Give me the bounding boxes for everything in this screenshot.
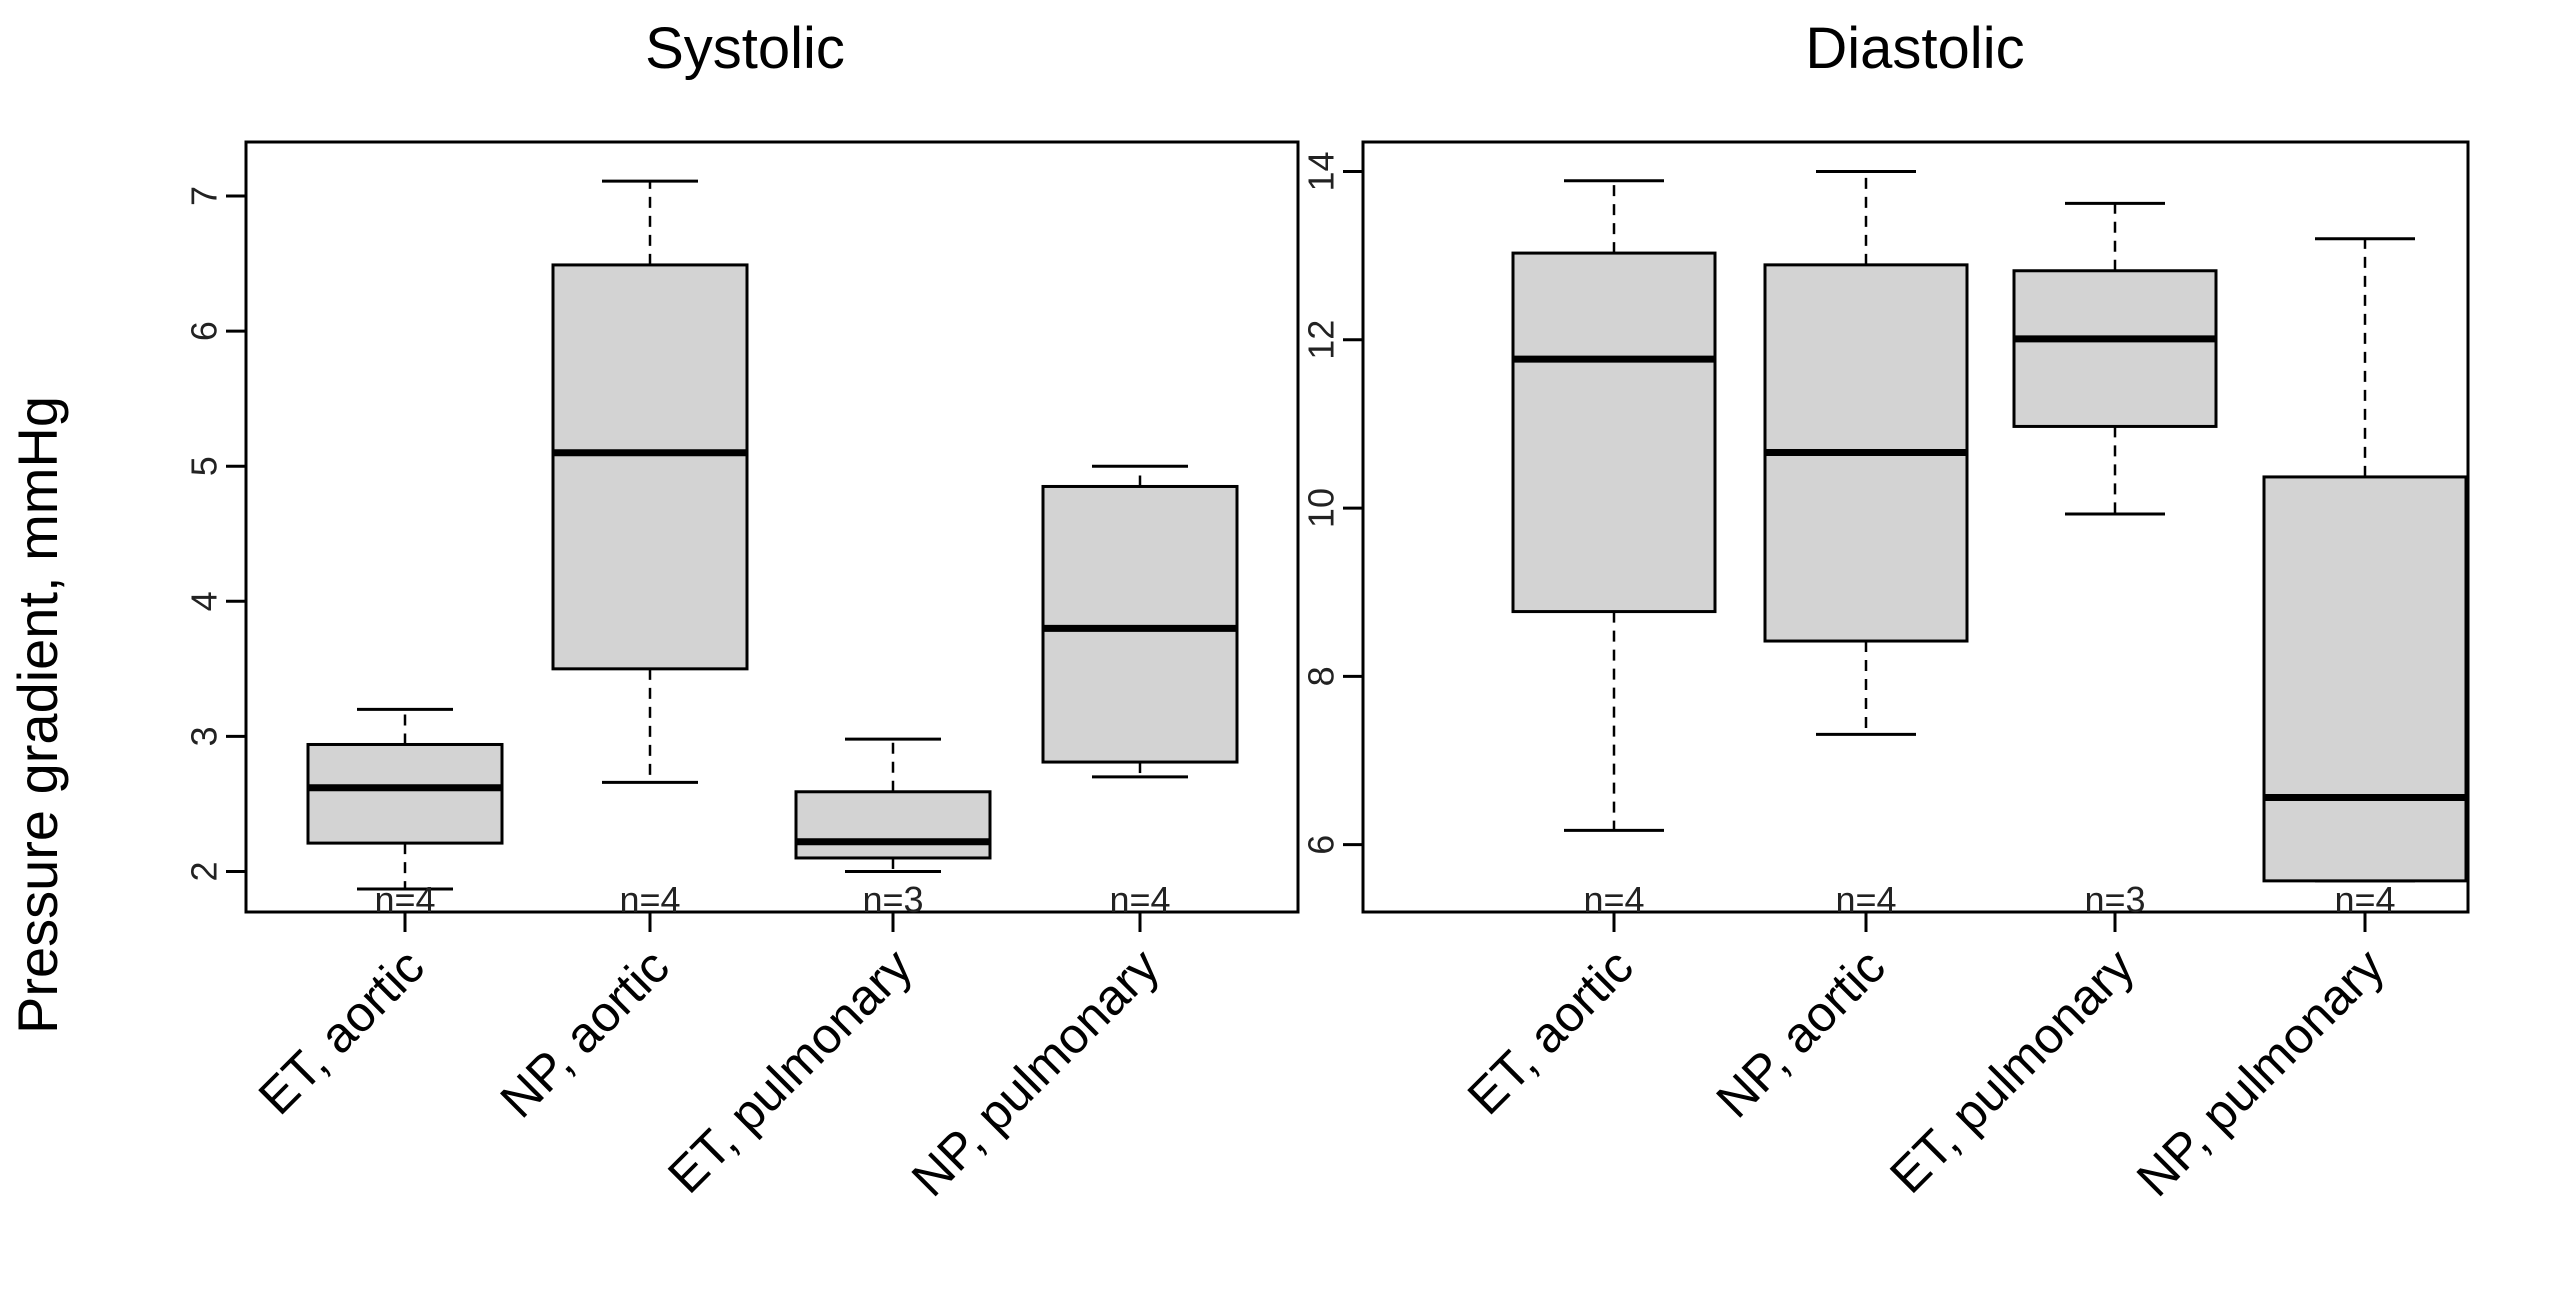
box-group: n=4 [1511,179,1717,920]
category-label: ET, aortic [1457,938,1644,1125]
boxes-systolic: n=4 n=4 n=3 n=4 [306,179,1239,920]
box-group: n=4 [1763,169,1969,920]
boxes-diastolic: n=4 n=4 n=3 n=4 [1511,169,2468,920]
y-tick-label: 10 [1301,488,1342,528]
y-axis-diastolic: 6 8 10 12 14 [1301,151,1363,855]
iqr-box [2262,475,2468,883]
y-tick-label: 5 [184,456,225,476]
iqr-box [1041,484,1239,764]
plot-frame-systolic [244,140,1300,914]
panel-title-diastolic: Diastolic [1805,16,2024,81]
category-label: ET, aortic [248,938,435,1125]
y-tick-label: 7 [184,186,225,206]
y-tick-label: 2 [184,861,225,881]
category-label: NP, pulmonary [2126,938,2395,1207]
category-label: ET, pulmonary [1879,938,2145,1204]
box-group: n=4 [2262,237,2468,920]
box-group: n=4 [306,707,504,920]
plot-frame-diastolic [1361,140,2470,914]
category-label: ET, pulmonary [657,938,923,1204]
category-label: NP, pulmonary [901,938,1170,1207]
y-tick-label: 6 [184,321,225,341]
y-tick-label: 8 [1301,666,1342,686]
panel-title-systolic: Systolic [645,16,845,81]
iqr-box [306,742,504,845]
y-tick-label: 3 [184,726,225,746]
box-group: n=4 [551,179,749,920]
iqr-box [1511,251,1717,614]
y-axis-label: Pressure gradient, mmHg [6,396,69,1034]
box-group: n=3 [794,737,992,920]
y-axis-systolic: 2 3 4 5 6 7 [184,186,246,881]
y-tick-label: 6 [1301,835,1342,855]
box-group: n=3 [2012,201,2218,920]
category-label: NP, aortic [490,938,680,1128]
iqr-box [551,263,749,671]
y-tick-label: 14 [1301,151,1342,191]
y-tick-label: 4 [184,591,225,611]
iqr-box [794,790,992,860]
box-group: n=4 [1041,464,1239,920]
y-tick-label: 12 [1301,320,1342,360]
category-label: NP, aortic [1706,938,1896,1128]
iqr-box [2012,269,2218,428]
